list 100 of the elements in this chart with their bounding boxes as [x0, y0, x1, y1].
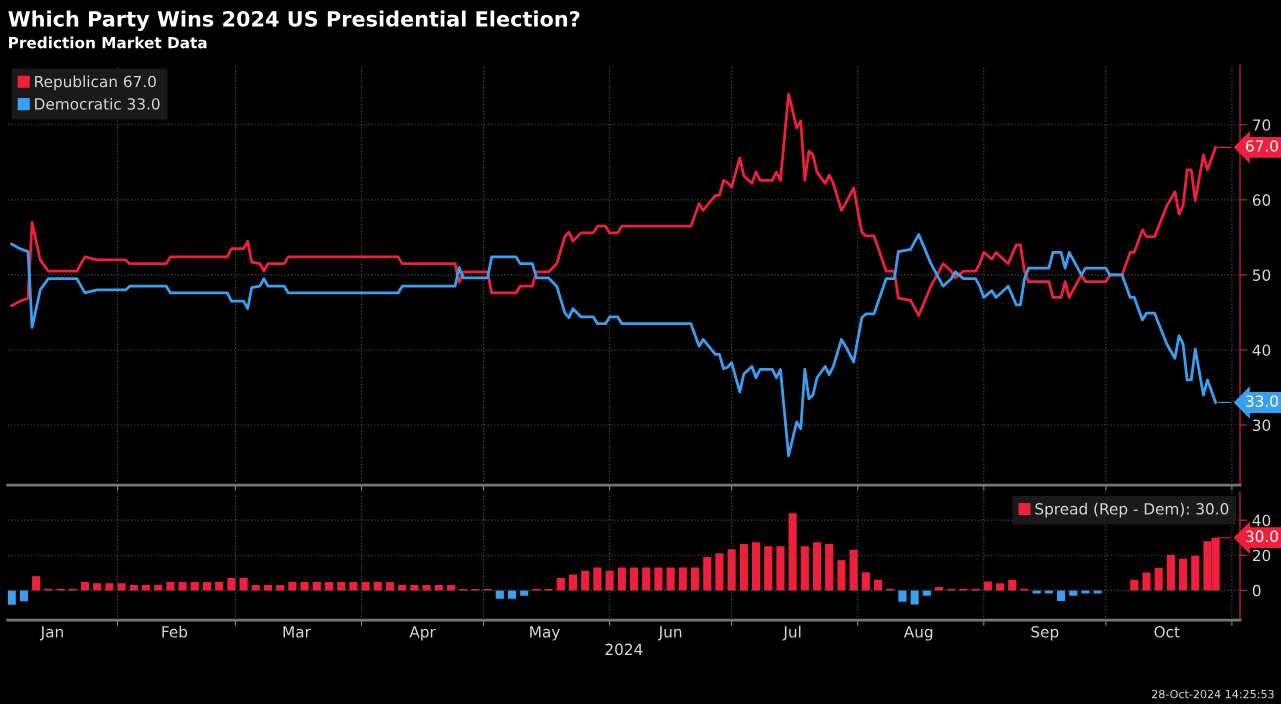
bar	[800, 546, 809, 591]
bar	[1154, 567, 1163, 591]
bar	[154, 585, 163, 591]
bar	[422, 585, 431, 591]
bar	[788, 513, 797, 591]
bar	[1081, 590, 1090, 594]
x-axis-title: 2024	[605, 643, 643, 656]
x-tick-label: May	[530, 626, 560, 641]
bar	[751, 542, 761, 591]
x-tick-label: Jan	[39, 626, 63, 641]
bar	[215, 581, 224, 591]
bar	[32, 576, 41, 591]
bar	[666, 567, 675, 591]
legend-label: Democratic 33.0	[35, 97, 160, 110]
bar	[678, 567, 687, 591]
bar	[605, 570, 614, 591]
x-tick-label: Sep	[1031, 626, 1059, 641]
bar	[1093, 590, 1102, 594]
bar	[1032, 590, 1041, 594]
bar	[276, 585, 285, 591]
bar	[129, 585, 138, 591]
bar	[263, 585, 273, 591]
bar	[812, 542, 822, 591]
x-tick-label: Jul	[782, 625, 801, 641]
bar	[80, 581, 90, 591]
bar	[434, 585, 443, 591]
bar	[776, 546, 785, 591]
bar	[239, 578, 248, 591]
bar	[202, 581, 212, 591]
bar	[764, 546, 773, 591]
bar	[727, 549, 736, 591]
bar	[251, 585, 260, 591]
bar	[654, 567, 663, 591]
bar	[825, 543, 834, 591]
bar	[19, 590, 29, 602]
y-tick-label: 20	[1252, 549, 1271, 562]
bar	[312, 581, 321, 591]
legend-label: Republican 67.0	[35, 75, 156, 91]
bar	[190, 581, 199, 591]
bar	[349, 581, 358, 591]
bar	[410, 585, 419, 591]
bar	[337, 581, 346, 591]
y-tick-label: 50	[1252, 269, 1271, 281]
bar	[617, 567, 626, 591]
y-tick-label: 70	[1253, 119, 1271, 131]
bar	[1069, 590, 1078, 596]
bar	[629, 567, 639, 591]
chart-subtitle: Prediction Market Data	[9, 36, 207, 49]
bar	[1130, 579, 1139, 591]
bar	[642, 567, 651, 591]
bar	[1179, 558, 1188, 591]
annotation: 30.0	[1246, 530, 1278, 543]
bar	[1008, 579, 1017, 591]
bar	[385, 581, 395, 591]
chart-title: Which Party Wins 2024 US Presidential Election?	[8, 10, 580, 31]
bar	[715, 553, 724, 591]
bar	[507, 590, 517, 599]
x-tick-label: Oct	[1154, 626, 1180, 638]
y-tick-label: 30	[1252, 419, 1271, 432]
y-tick-label: 0	[1252, 584, 1261, 597]
bar	[1044, 590, 1053, 594]
bar	[568, 574, 578, 591]
bar	[995, 583, 1005, 591]
bar	[873, 579, 883, 591]
x-tick-label: Mar	[283, 626, 311, 638]
bar	[178, 581, 187, 591]
bar	[739, 544, 748, 591]
bar	[861, 572, 870, 591]
bar	[983, 581, 992, 591]
bar	[141, 585, 151, 591]
bar	[105, 583, 114, 591]
bar	[117, 583, 126, 591]
x-tick-label: Apr	[409, 626, 436, 641]
bar	[581, 570, 590, 591]
bar	[703, 557, 712, 591]
bar	[1142, 572, 1151, 591]
bar	[690, 567, 700, 591]
bar	[1191, 555, 1200, 591]
bar	[227, 578, 236, 591]
bar	[324, 581, 334, 591]
y-tick-label: 40	[1252, 514, 1271, 527]
x-tick-label: Aug	[903, 626, 933, 641]
bar	[1166, 554, 1175, 591]
bar	[1056, 590, 1066, 601]
bar	[7, 590, 16, 605]
bar	[898, 590, 907, 602]
bar	[849, 549, 858, 591]
bar	[398, 585, 407, 591]
bar	[593, 567, 602, 591]
bar	[520, 590, 529, 596]
bar	[361, 581, 370, 591]
y-tick-label: 40	[1252, 344, 1271, 356]
legend-label: Spread (Rep - Dem): 30.0	[1035, 502, 1229, 518]
annotation: 67.0	[1246, 140, 1278, 152]
bar	[837, 560, 846, 591]
bar	[922, 590, 931, 596]
bar	[373, 581, 382, 591]
bar	[446, 585, 456, 591]
bar	[166, 581, 175, 591]
bar	[288, 581, 297, 591]
